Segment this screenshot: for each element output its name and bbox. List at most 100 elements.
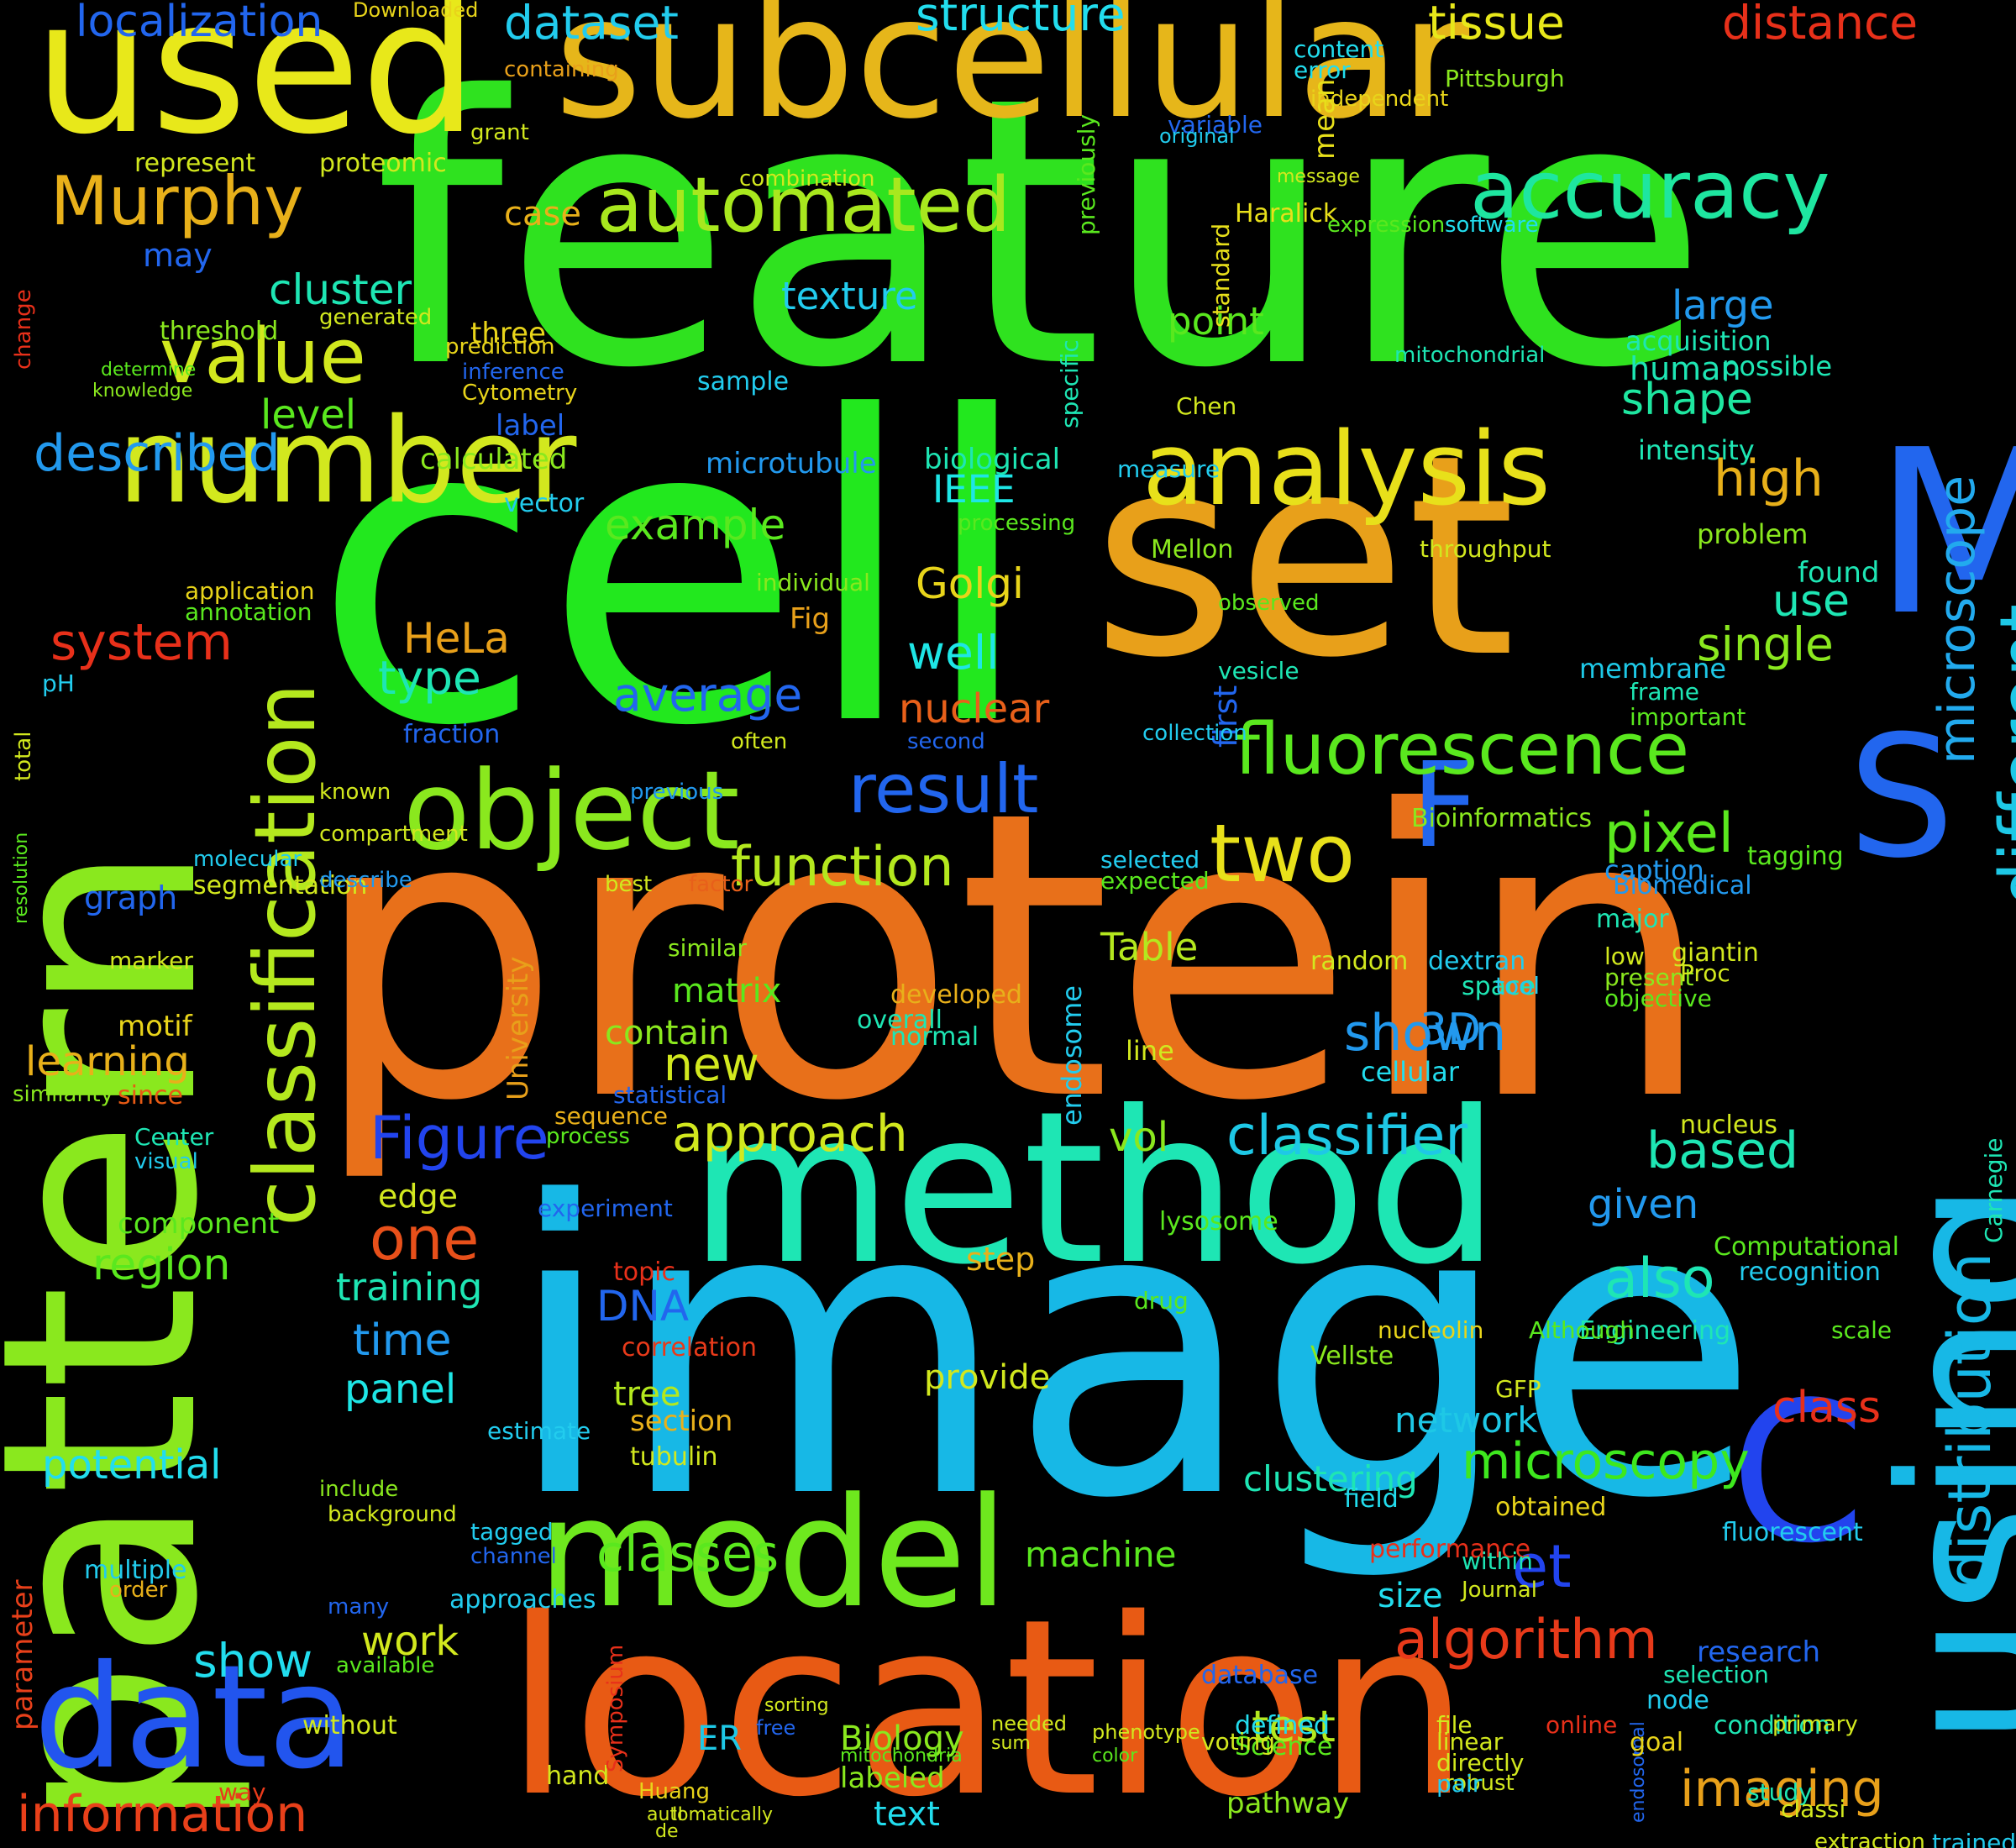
- word: average: [613, 668, 803, 722]
- word: learning: [25, 1038, 190, 1085]
- word: multiple: [84, 1556, 187, 1585]
- word: use: [1772, 576, 1851, 627]
- word: two: [1210, 808, 1356, 900]
- word: recognition: [1739, 1257, 1881, 1287]
- word: containing: [504, 57, 619, 82]
- word: information: [17, 1785, 308, 1844]
- word: drug: [1134, 1287, 1189, 1315]
- word: point: [1168, 299, 1264, 344]
- word: line: [1126, 1035, 1174, 1067]
- word: threshold: [160, 317, 279, 346]
- word: protein: [311, 727, 1714, 1187]
- word: F: [1411, 738, 1479, 874]
- word: represent: [134, 149, 256, 178]
- word: study: [1747, 1778, 1813, 1806]
- word: Golgi: [916, 559, 1024, 608]
- word: resolution: [11, 832, 32, 924]
- word: expression: [1327, 213, 1446, 238]
- word: sequence: [554, 1102, 668, 1130]
- word: free: [756, 1716, 796, 1740]
- word: processing: [958, 511, 1076, 536]
- word: needed: [991, 1712, 1067, 1735]
- word: similarity: [13, 1082, 113, 1107]
- word: component: [118, 1207, 280, 1241]
- word: nucleolin: [1378, 1316, 1484, 1344]
- word: matrix: [672, 972, 782, 1011]
- word: large: [1672, 282, 1774, 329]
- word: throughput: [1420, 535, 1551, 563]
- word: C: [1730, 1362, 1866, 1586]
- word: M: [1873, 401, 2016, 665]
- word: human: [1630, 350, 1741, 387]
- word: possible: [1722, 350, 1833, 382]
- word: research: [1697, 1635, 1821, 1669]
- word: three: [470, 317, 546, 350]
- word: tubulin: [630, 1442, 718, 1472]
- word: level: [260, 391, 357, 438]
- word: high: [1714, 449, 1824, 508]
- word: biological: [924, 443, 1061, 476]
- word: example: [605, 501, 786, 549]
- word: collection: [1142, 721, 1247, 746]
- word: pH: [42, 669, 75, 697]
- word: machine: [1025, 1534, 1177, 1575]
- word: texture: [781, 274, 918, 318]
- word: field: [1344, 1484, 1399, 1514]
- word: tool: [1495, 972, 1541, 1000]
- word: Science: [1235, 1732, 1333, 1761]
- word: normal: [890, 1022, 979, 1052]
- word: tree: [613, 1375, 681, 1414]
- word: obtained: [1495, 1493, 1607, 1522]
- word: sum: [991, 1733, 1031, 1754]
- word: Chen: [1176, 392, 1237, 420]
- word: Center: [134, 1123, 214, 1151]
- word: hand: [546, 1761, 610, 1791]
- word: nuclear: [899, 685, 1050, 732]
- word: approach: [672, 1105, 908, 1163]
- word: important: [1630, 703, 1746, 731]
- word: graph: [84, 879, 178, 916]
- word: software: [1445, 213, 1539, 238]
- word: University: [501, 956, 535, 1100]
- word: cellular: [1361, 1056, 1459, 1088]
- word: new: [664, 1037, 759, 1091]
- word: experiment: [538, 1194, 673, 1222]
- word: proteomic: [319, 149, 447, 178]
- word: fluorescent: [1722, 1518, 1863, 1547]
- word: region: [92, 1240, 231, 1290]
- word: et: [1512, 1532, 1572, 1601]
- word: frame: [1630, 678, 1700, 706]
- word: edge: [378, 1178, 458, 1215]
- word: visual: [134, 1149, 198, 1174]
- word: nucleus: [1680, 1110, 1777, 1140]
- word: Figure: [370, 1104, 549, 1173]
- word: Haralick: [1235, 199, 1338, 228]
- word: previously: [1073, 113, 1100, 235]
- word: test: [1252, 1702, 1336, 1752]
- word: type: [378, 651, 481, 705]
- word: label: [496, 409, 565, 443]
- word: way: [218, 1778, 266, 1806]
- word: Fig: [790, 602, 831, 636]
- word: expected: [1100, 867, 1210, 895]
- word: case: [504, 195, 581, 234]
- word: structure: [916, 0, 1126, 41]
- word: different: [1985, 603, 2016, 907]
- word: text: [874, 1795, 940, 1834]
- word: Huang: [638, 1779, 710, 1804]
- word: selected: [1100, 846, 1200, 874]
- word: model: [538, 1466, 1009, 1641]
- word: specific: [1056, 339, 1084, 428]
- word: well: [907, 626, 1000, 680]
- word: Symposium: [603, 1644, 628, 1772]
- word: location: [504, 1567, 1471, 1848]
- word: training: [336, 1265, 483, 1310]
- word: error: [1294, 56, 1351, 84]
- word: segmentation: [193, 871, 368, 900]
- word: Bioinformatics: [1411, 804, 1593, 833]
- word: clustering: [1243, 1458, 1418, 1499]
- word: Journal: [1462, 1578, 1537, 1603]
- word: tagging: [1747, 842, 1844, 871]
- word: size: [1378, 1577, 1443, 1615]
